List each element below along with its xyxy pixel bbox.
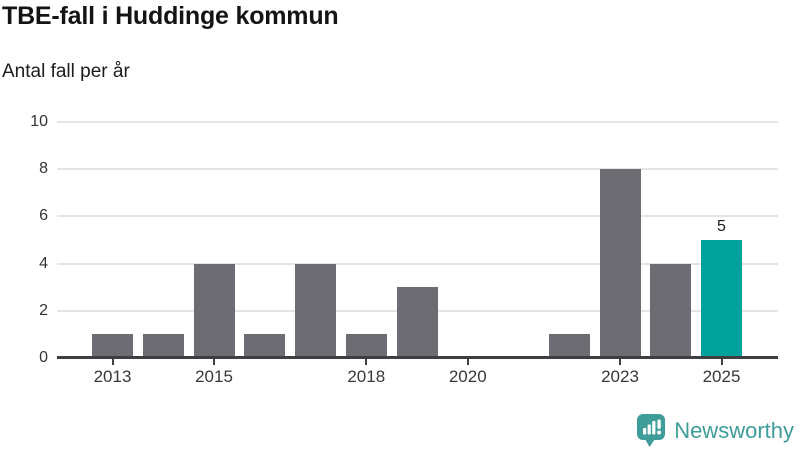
bar-2016: [244, 334, 286, 358]
x-tick-2015: [213, 359, 215, 365]
brand-name: Newsworthy: [674, 417, 794, 443]
bar-2015: [193, 263, 235, 358]
x-axis-label: 2013: [93, 367, 132, 386]
bar-2023: [599, 169, 641, 358]
bar-2018: [345, 334, 387, 358]
x-axis-label: 2025: [702, 367, 741, 386]
chart-subtitle: Antal fall per år: [2, 61, 130, 82]
x-tick-2023: [619, 359, 621, 365]
gridline-8: [57, 168, 778, 171]
x-tick-2018: [365, 359, 368, 365]
gridline-4: [57, 262, 778, 265]
y-axis-label: 0: [39, 349, 48, 366]
newsworthy-logo-icon: [637, 414, 666, 447]
plot-area: 5: [57, 121, 778, 358]
x-axis-label: 2023: [601, 367, 639, 386]
bar-2017: [295, 263, 336, 358]
data-label: 5: [717, 218, 726, 235]
y-axis-label: 10: [30, 113, 48, 130]
brand-footer: Newsworthy: [636, 413, 794, 448]
x-axis-line: [57, 356, 778, 359]
x-axis-label: 2020: [448, 367, 487, 386]
x-axis-label: 2015: [195, 367, 233, 386]
y-axis-labels: 0 2 4 6 8 10: [0, 0, 48, 450]
bar-2022: [548, 334, 590, 358]
y-axis-label: 8: [39, 160, 48, 178]
bar-2025: [701, 240, 742, 358]
x-axis-label: 2018: [347, 367, 386, 386]
y-axis-label: 6: [39, 207, 48, 225]
y-axis-label: 2: [39, 301, 48, 319]
bar-2024: [650, 263, 692, 358]
x-tick-2013: [111, 359, 114, 365]
bar-2013: [92, 334, 133, 358]
bar-2014: [142, 334, 184, 358]
bar-2019: [396, 287, 438, 358]
x-tick-2020: [466, 359, 469, 365]
chart-title: TBE-fall i Huddinge kommun: [2, 2, 339, 30]
x-tick-2025: [720, 359, 723, 365]
y-axis-label: 4: [39, 254, 48, 272]
gridline-6: [57, 215, 778, 218]
gridline-10: [57, 121, 778, 123]
